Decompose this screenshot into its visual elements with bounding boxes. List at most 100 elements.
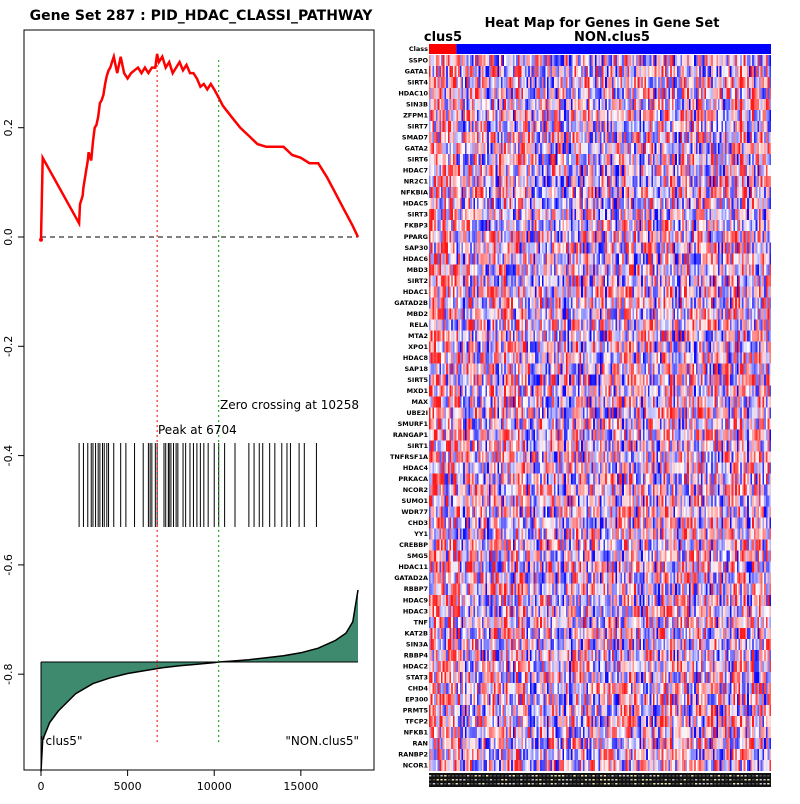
strip-cell	[763, 775, 766, 777]
strip-cell	[600, 775, 603, 777]
strip-cell	[729, 783, 732, 785]
ranked-metric-area	[40, 589, 359, 772]
strip-cell	[459, 779, 462, 781]
gene-label: RAN	[413, 740, 428, 748]
strip-cell	[744, 779, 747, 781]
strip-cell	[455, 775, 458, 777]
strip-cell	[493, 779, 496, 781]
strip-cell	[550, 775, 553, 777]
strip-cell	[478, 779, 481, 781]
strip-cell	[562, 775, 565, 777]
strip-cell	[691, 775, 694, 777]
gene-label: TFCP2	[405, 717, 428, 725]
class-label-non-clus5: NON.clus5	[574, 30, 650, 45]
gene-label: HDAC9	[403, 596, 429, 604]
heatmap-title: Heat Map for Genes in Gene Set	[485, 16, 720, 31]
strip-cell	[664, 783, 667, 785]
strip-cell	[505, 779, 508, 781]
strip-cell	[710, 775, 713, 777]
strip-cell	[550, 783, 553, 785]
strip-cell	[748, 779, 751, 781]
strip-cell	[478, 775, 481, 777]
gene-label: PPARG	[404, 233, 428, 241]
strip-cell	[695, 783, 698, 785]
strip-cell	[440, 775, 443, 777]
strip-cell	[527, 779, 531, 781]
strip-cell	[581, 775, 584, 777]
strip-cell	[512, 783, 515, 785]
gene-label: NFKB1	[404, 728, 429, 736]
gene-label: NCOR1	[403, 762, 429, 770]
strip-cell	[535, 783, 538, 785]
strip-cell	[733, 783, 736, 785]
strip-cell	[474, 779, 477, 781]
strip-cell	[622, 779, 626, 781]
strip-cell	[554, 779, 557, 781]
strip-cell	[752, 779, 755, 781]
strip-cell	[668, 779, 671, 781]
strip-cell	[573, 779, 576, 781]
strip-cell	[444, 779, 447, 781]
strip-cell	[493, 783, 496, 785]
strip-cell	[531, 775, 534, 777]
strip-cell	[524, 779, 527, 781]
gene-label: SIRT2	[407, 277, 428, 285]
strip-cell	[429, 779, 432, 781]
strip-cell	[463, 783, 466, 785]
gene-label: ZFPM1	[403, 112, 428, 120]
strip-cell	[463, 775, 466, 777]
strip-cell	[721, 779, 724, 781]
gene-label: GATA2	[405, 145, 428, 153]
strip-cell	[657, 783, 660, 785]
strip-cell	[714, 775, 717, 777]
gene-label: RELA	[409, 321, 428, 329]
strip-cell	[512, 775, 515, 777]
strip-cell	[505, 783, 508, 785]
strip-cell	[619, 783, 622, 785]
strip-cell	[577, 779, 580, 781]
strip-cell	[660, 783, 664, 785]
strip-cell	[657, 779, 660, 781]
gene-label: SIRT1	[407, 442, 428, 450]
strip-cell	[626, 779, 629, 781]
strip-cell	[717, 783, 721, 785]
gene-label: RBBP4	[404, 651, 429, 659]
strip-cell	[489, 783, 493, 785]
strip-cell	[489, 775, 493, 777]
strip-cell	[767, 783, 770, 785]
strip-cell	[497, 783, 500, 785]
strip-cell	[440, 783, 443, 785]
y-tick-label: -0.6	[2, 554, 15, 575]
strip-cell	[516, 779, 519, 781]
strip-cell	[520, 783, 523, 785]
strip-cell	[478, 783, 481, 785]
gene-label: SMG5	[407, 552, 428, 560]
gene-label: SIN3A	[406, 640, 428, 648]
strip-cell	[444, 775, 447, 777]
strip-cell	[432, 775, 436, 777]
strip-cell	[463, 779, 466, 781]
strip-cell	[702, 783, 705, 785]
strip-cell	[581, 779, 584, 781]
strip-cell	[600, 783, 603, 785]
y-tick-label: 0.0	[2, 228, 15, 246]
strip-cell	[698, 783, 702, 785]
label-clus5: "clus5"	[40, 734, 82, 748]
strip-cell	[470, 775, 474, 777]
strip-cell	[543, 783, 546, 785]
strip-cell	[539, 775, 542, 777]
strip-cell	[562, 779, 565, 781]
strip-cell	[736, 779, 740, 781]
strip-cell	[638, 783, 641, 785]
strip-cell	[539, 779, 542, 781]
strip-cell	[733, 779, 736, 781]
strip-cell	[501, 779, 504, 781]
heatmap-grid	[429, 55, 771, 771]
strip-cell	[740, 775, 743, 777]
x-tick-label: 0	[38, 780, 45, 793]
strip-cell	[512, 779, 515, 781]
gene-label: FKBP3	[404, 222, 428, 230]
strip-cell	[714, 783, 717, 785]
gene-label: NCOR2	[403, 486, 428, 494]
strip-cell	[459, 783, 462, 785]
